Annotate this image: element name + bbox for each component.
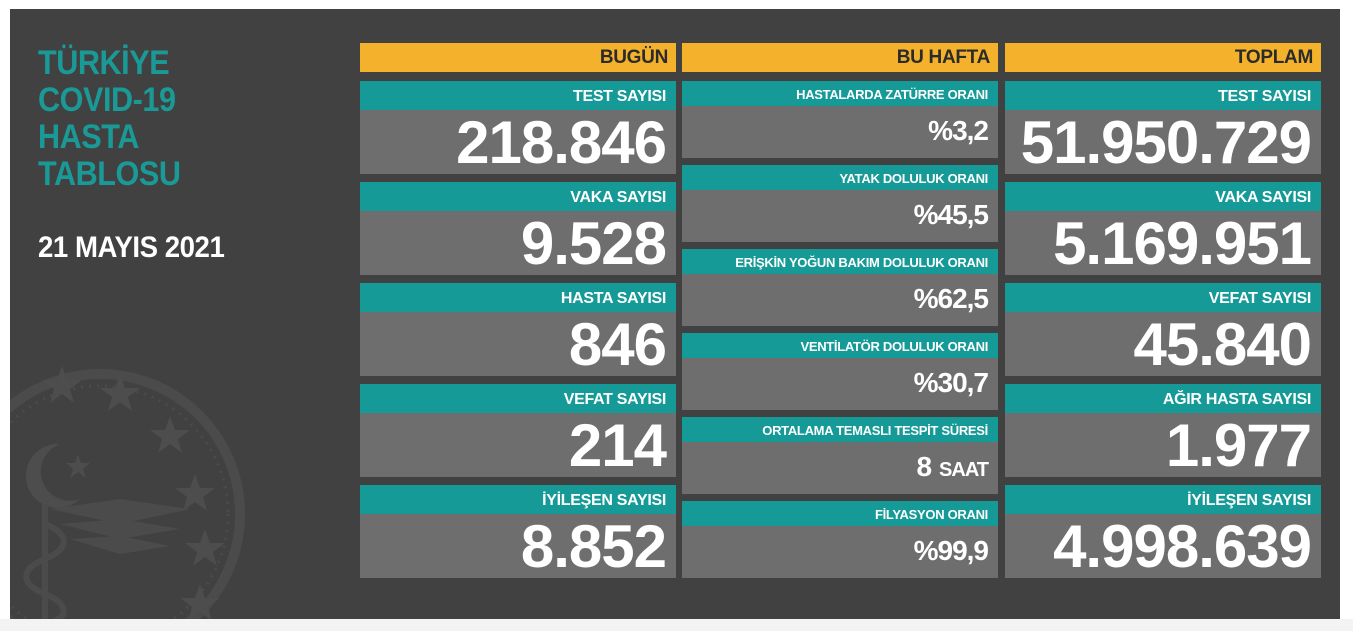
card-value: 51.950.729 [1005,110,1321,176]
card-label: HASTA SAYISI [360,283,676,312]
card-value: %3,2 [682,106,998,158]
card-label: TEST SAYISI [1005,81,1321,110]
card-value: 1.977 [1005,413,1321,479]
today-case-card: VAKA SAYISI 9.528 [360,182,676,277]
card-value: %62,5 [682,274,998,326]
today-patient-card: HASTA SAYISI 846 [360,283,676,378]
total-death-card: VEFAT SAYISI 45.840 [1005,283,1321,378]
total-column: TOPLAM TEST SAYISI 51.950.729 VAKA SAYIS… [1005,43,1321,580]
ministry-emblem-watermark-icon [10,366,245,619]
today-heading: BUGÜN [360,43,676,72]
card-label: İYİLEŞEN SAYISI [1005,485,1321,514]
card-value: 4.998.639 [1005,514,1321,580]
week-filiation-card: FİLYASYON ORANI %99,9 [682,501,998,578]
total-recovered-card: İYİLEŞEN SAYISI 4.998.639 [1005,485,1321,580]
card-label: VENTİLATÖR DOLULUK ORANI [682,333,998,358]
card-value: 8 SAAT [682,442,998,494]
card-value: 214 [360,413,676,479]
value-unit: SAAT [939,459,989,481]
card-label: VEFAT SAYISI [1005,283,1321,312]
week-icu-occupancy-card: ERİŞKİN YOĞUN BAKIM DOLULUK ORANI %62,5 [682,249,998,326]
total-heading: TOPLAM [1005,43,1321,72]
week-heading: BU HAFTA [682,43,998,72]
week-ventilator-card: VENTİLATÖR DOLULUK ORANI %30,7 [682,333,998,410]
today-recovered-card: İYİLEŞEN SAYISI 8.852 [360,485,676,580]
card-label: HASTALARDA ZATÜRRE ORANI [682,81,998,106]
card-label: VAKA SAYISI [360,182,676,211]
title-line: TABLOSU [38,155,181,193]
card-label: TEST SAYISI [360,81,676,110]
card-label: İYİLEŞEN SAYISI [360,485,676,514]
card-label: FİLYASYON ORANI [682,501,998,526]
today-death-card: VEFAT SAYISI 214 [360,384,676,479]
title-line: COVID-19 [38,81,176,119]
today-column: BUGÜN TEST SAYISI 218.846 VAKA SAYISI 9.… [360,43,676,580]
week-contact-time-card: ORTALAMA TEMASLI TESPİT SÜRESİ 8 SAAT [682,417,998,494]
today-test-card: TEST SAYISI 218.846 [360,81,676,176]
title-line: TÜRKİYE [38,44,170,82]
total-critical-card: AĞIR HASTA SAYISI 1.977 [1005,384,1321,479]
card-value: 218.846 [360,110,676,176]
dashboard-panel: TÜRKİYE COVID-19 HASTA TABLOSU 21 MAYIS … [10,9,1340,619]
total-case-card: VAKA SAYISI 5.169.951 [1005,182,1321,277]
card-value: %45,5 [682,190,998,242]
value-number: 8 [916,451,932,482]
card-label: AĞIR HASTA SAYISI [1005,384,1321,413]
card-label: VAKA SAYISI [1005,182,1321,211]
title-line: HASTA [38,118,139,156]
card-value: 5.169.951 [1005,211,1321,277]
card-label: ERİŞKİN YOĞUN BAKIM DOLULUK ORANI [682,249,998,274]
report-date: 21 MAYIS 2021 [38,231,225,264]
page-bottom-strip [0,619,1353,631]
week-bed-occupancy-card: YATAK DOLULUK ORANI %45,5 [682,165,998,242]
total-test-card: TEST SAYISI 51.950.729 [1005,81,1321,176]
card-value: 846 [360,312,676,378]
card-label: VEFAT SAYISI [360,384,676,413]
card-label: YATAK DOLULUK ORANI [682,165,998,190]
card-value: %99,9 [682,526,998,578]
card-value: 45.840 [1005,312,1321,378]
week-pneumonia-card: HASTALARDA ZATÜRRE ORANI %3,2 [682,81,998,158]
card-value: 9.528 [360,211,676,277]
page-title: TÜRKİYE COVID-19 HASTA TABLOSU [38,44,181,193]
card-value: 8.852 [360,514,676,580]
week-column: BU HAFTA HASTALARDA ZATÜRRE ORANI %3,2 Y… [682,43,998,578]
card-value: %30,7 [682,358,998,410]
card-label: ORTALAMA TEMASLI TESPİT SÜRESİ [682,417,998,442]
